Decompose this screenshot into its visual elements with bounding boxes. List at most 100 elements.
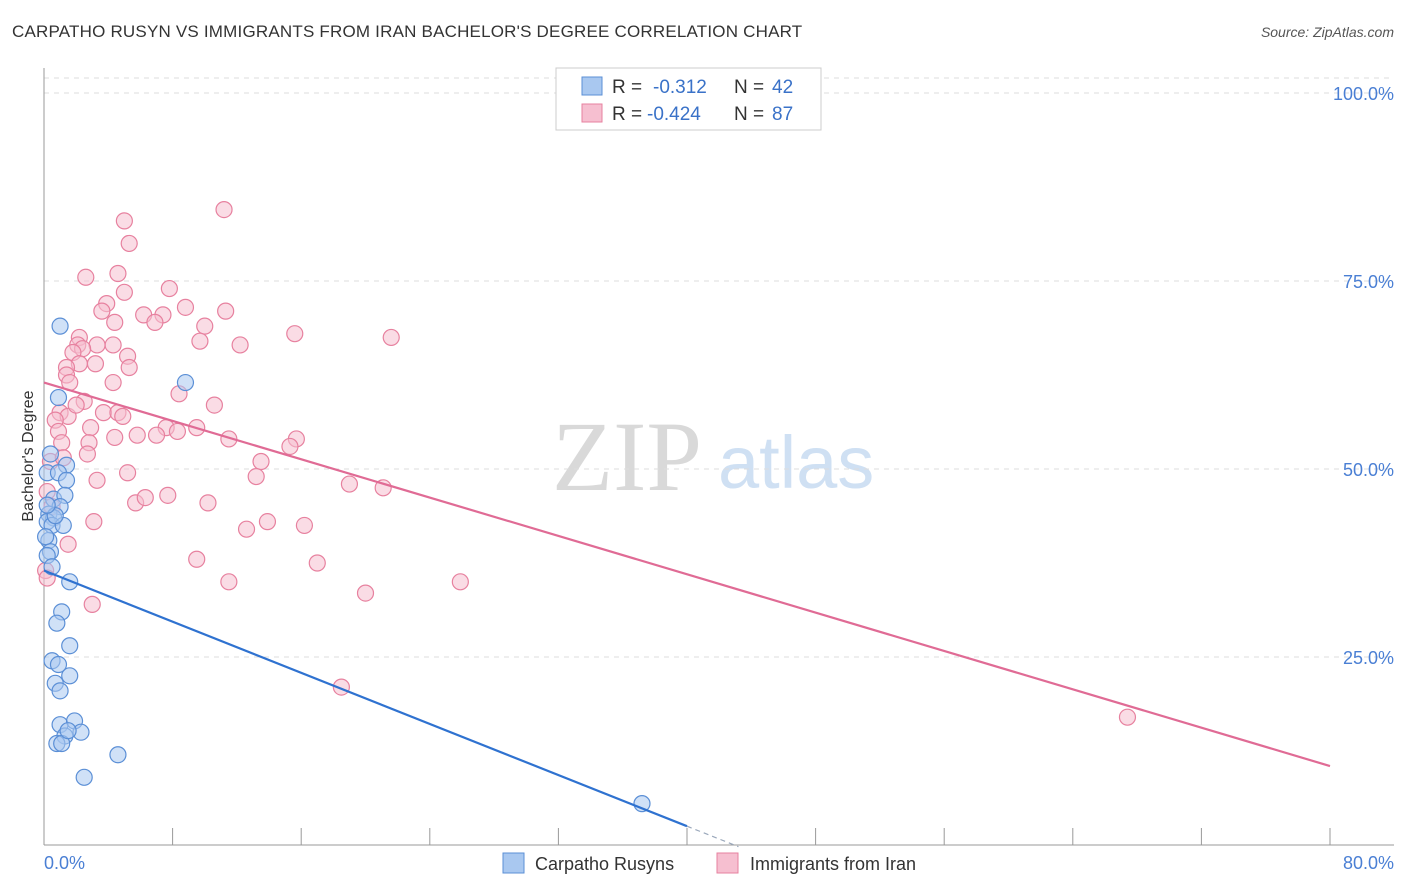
data-point (94, 404, 113, 422)
y-tick-label: 50.0% (1343, 460, 1394, 480)
data-point (382, 328, 400, 347)
data-point (231, 336, 249, 354)
data-point (83, 595, 101, 613)
data-point (220, 573, 238, 591)
data-point (78, 445, 97, 463)
data-point (75, 768, 93, 786)
data-point (168, 422, 187, 441)
data-point (51, 682, 69, 700)
y-tick-labels: 25.0% 50.0% 75.0% 100.0% (1333, 84, 1394, 668)
data-point (104, 336, 122, 354)
data-point (128, 426, 146, 444)
data-point (104, 373, 122, 392)
data-point (217, 302, 235, 320)
watermark: ZIP atlas (552, 401, 874, 512)
data-point (106, 313, 124, 331)
stats-legend: R = -0.312 N = 42 R = -0.424 N = 87 (555, 67, 822, 131)
series1-n-label: N = (734, 77, 764, 98)
x-tick-label-max: 80.0% (1343, 853, 1394, 873)
data-point (88, 336, 106, 354)
data-point (146, 313, 164, 331)
data-point (191, 332, 209, 350)
y-axis-label: Bachelor's Degree (20, 390, 37, 521)
data-point (136, 488, 154, 507)
watermark-atlas: atlas (718, 421, 874, 504)
y-tick-label: 100.0% (1333, 84, 1394, 104)
series1-r-label: R = (612, 77, 642, 98)
y-tick-label: 25.0% (1343, 648, 1394, 668)
data-point (61, 667, 79, 685)
data-point (295, 516, 314, 535)
series2-n-value: 87 (772, 104, 793, 125)
data-point (109, 746, 127, 764)
data-point (160, 279, 178, 298)
grid-lines (44, 77, 1394, 658)
data-point (106, 428, 124, 447)
watermark-zip: ZIP (552, 401, 702, 512)
data-point (114, 407, 132, 425)
data-point (247, 467, 265, 486)
data-point (61, 637, 79, 655)
data-point (286, 325, 304, 343)
legend-iran-swatch (716, 852, 739, 874)
legend-iran-label: Immigrants from Iran (750, 854, 916, 874)
data-point (356, 584, 375, 602)
data-point (41, 445, 60, 463)
data-point (147, 426, 166, 444)
data-point (199, 494, 217, 512)
data-point (205, 396, 223, 414)
data-point (59, 722, 77, 740)
series1-r-value: -0.312 (653, 77, 707, 98)
data-point (88, 471, 106, 489)
source-note: Source: ZipAtlas.com (1260, 24, 1394, 40)
data-point (109, 264, 127, 283)
legend-rusyn-label: Carpatho Rusyns (535, 854, 674, 874)
series2-r-value: -0.424 (647, 104, 701, 125)
trend-lines (43, 381, 1331, 848)
data-point (281, 437, 299, 456)
data-point (82, 419, 100, 437)
legend-rusyn-swatch (502, 852, 525, 874)
data-point (120, 234, 138, 253)
data-point (115, 212, 133, 230)
y-tick-label: 75.0% (1343, 272, 1394, 292)
data-point (57, 471, 76, 489)
series-rusyn-points (37, 317, 651, 813)
data-point (176, 298, 195, 316)
data-point (48, 614, 66, 632)
data-point (77, 268, 95, 286)
data-point (49, 655, 68, 674)
data-point (85, 513, 103, 531)
data-point (308, 554, 326, 572)
data-point (215, 200, 233, 219)
data-point (93, 302, 111, 320)
series1-swatch (581, 76, 603, 96)
data-point (340, 475, 359, 493)
trend-line-rusyn-extension (686, 825, 739, 848)
data-point (252, 452, 270, 471)
data-point (451, 573, 469, 591)
data-point (38, 496, 56, 514)
series2-n-label: N = (734, 104, 764, 125)
data-point (258, 513, 277, 531)
data-point (196, 317, 214, 335)
data-point (237, 520, 256, 538)
data-point (115, 283, 133, 301)
series2-swatch (581, 103, 603, 123)
x-tick-label-min: 0.0% (44, 853, 85, 873)
data-point (188, 550, 206, 568)
data-point (118, 464, 137, 482)
data-point (120, 358, 138, 377)
data-point (1118, 708, 1137, 726)
series-legend: Carpatho Rusyns Immigrants from Iran (502, 852, 916, 874)
trend-line-rusyn (43, 569, 688, 828)
data-point (59, 535, 77, 553)
data-point (86, 355, 105, 373)
data-point (51, 317, 69, 335)
trend-line-iran (43, 381, 1331, 768)
series1-n-value: 42 (772, 77, 793, 98)
data-point (49, 388, 68, 407)
chart-title: CARPATHO RUSYN VS IMMIGRANTS FROM IRAN B… (12, 22, 803, 41)
series2-r-label: R = (612, 104, 642, 125)
